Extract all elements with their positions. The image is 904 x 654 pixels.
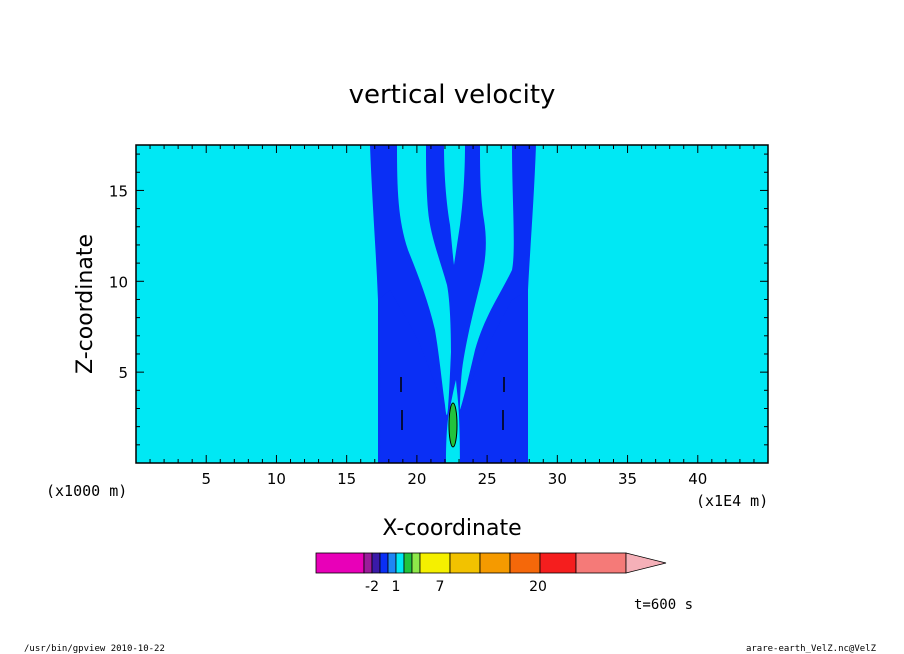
colorbar-segment — [479, 552, 511, 574]
x-tick-label: 25 — [478, 470, 497, 488]
colorbar-label: -2 — [365, 579, 379, 595]
colorbar-segment — [411, 552, 421, 574]
colorbar-label: 7 — [436, 579, 445, 595]
colorbar-segment — [371, 552, 381, 574]
y-axis-label: Z-coordinate — [73, 234, 98, 374]
colorbar-segment — [315, 552, 365, 574]
colorbar-segment — [403, 552, 413, 574]
colorbar — [315, 552, 667, 574]
y-axis: 5 10 15 — [109, 153, 768, 446]
x-axis-label: X-coordinate — [382, 516, 521, 541]
updraft-lower-right — [460, 290, 528, 463]
x-tick-label: 40 — [688, 470, 707, 488]
colorbar-segment — [449, 552, 481, 574]
chart-title: vertical velocity — [349, 80, 556, 110]
x-tick-label: 35 — [618, 470, 637, 488]
footer-left: /usr/bin/gpview 2010-10-22 — [24, 644, 165, 654]
colorbar-segment — [387, 552, 397, 574]
colorbar-segment — [539, 552, 577, 574]
x-tick-label: 30 — [548, 470, 567, 488]
y-unit-label: (x1000 m) — [46, 482, 127, 500]
colorbar-label: 20 — [529, 579, 547, 595]
x-tick-label: 20 — [407, 470, 426, 488]
plot-border — [135, 144, 769, 464]
footer-right: arare-earth_VelZ.nc@VelZ — [746, 644, 877, 654]
colorbar-segment — [379, 552, 389, 574]
x-unit-label: (x1E4 m) — [696, 492, 768, 510]
colorbar-segment — [509, 552, 541, 574]
x-axis: 5 10 15 20 25 30 35 40 — [149, 145, 755, 488]
x-tick-label: 15 — [337, 470, 356, 488]
y-tick-label: 15 — [109, 182, 128, 200]
colorbar-extend-arrow — [625, 552, 667, 574]
colorbar-segment — [419, 552, 451, 574]
colorbar-label: 1 — [392, 579, 401, 595]
colorbar-segment — [575, 552, 627, 574]
updraft-lower — [378, 290, 446, 463]
y-tick-label: 10 — [109, 273, 128, 291]
time-label: t=600 s — [634, 597, 693, 613]
colorbar-labels: -2 1 7 20 — [365, 579, 547, 595]
colorbar-segment — [363, 552, 373, 574]
colorbar-segment — [395, 552, 405, 574]
core-region — [448, 402, 458, 448]
y-tick-label: 5 — [118, 364, 128, 382]
x-tick-label: 10 — [267, 470, 286, 488]
x-tick-label: 5 — [201, 470, 211, 488]
